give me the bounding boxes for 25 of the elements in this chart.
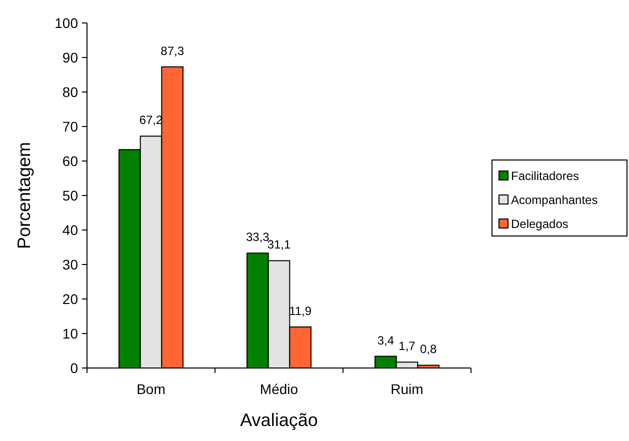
- y-tick-label: 60: [62, 152, 78, 169]
- legend-label: Delegados: [511, 217, 568, 232]
- y-tick-label: 100: [54, 14, 78, 31]
- x-tick-label: Médio: [260, 381, 298, 397]
- data-label: 33,3: [246, 230, 270, 244]
- y-axis-title: Porcentagem: [14, 142, 34, 250]
- y-tick-label: 20: [62, 290, 78, 307]
- legend-label: Acompanhantes: [511, 193, 598, 208]
- data-label: 1,7: [398, 339, 416, 354]
- y-tick-label: 10: [62, 325, 78, 342]
- x-tick-label: Ruim: [390, 381, 424, 397]
- y-tick-label: 50: [62, 187, 78, 204]
- y-tick-label: 70: [62, 118, 78, 134]
- legend-label: Facilitadores: [511, 169, 580, 184]
- y-tick-label: 40: [62, 222, 78, 238]
- x-axis-title: Avaliação: [240, 410, 318, 430]
- x-tick-label: Bom: [136, 381, 166, 397]
- data-label: 0,8: [420, 342, 437, 356]
- y-tick-label: 30: [62, 256, 78, 272]
- data-label: 11,9: [289, 304, 312, 318]
- y-tick-label: 90: [62, 49, 78, 66]
- y-tick-label: 80: [62, 84, 78, 100]
- data-label: 87,3: [160, 44, 184, 58]
- y-tick-label: 0: [70, 360, 78, 376]
- data-label: 3,4: [377, 333, 394, 348]
